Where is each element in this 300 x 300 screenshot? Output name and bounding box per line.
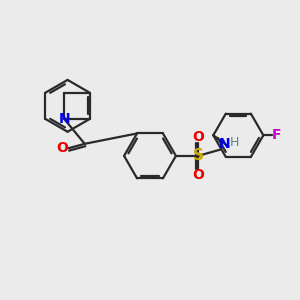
Text: O: O [57, 141, 68, 155]
Text: N: N [58, 112, 70, 126]
Text: O: O [192, 168, 204, 182]
Text: S: S [193, 148, 203, 164]
Text: F: F [272, 128, 282, 142]
Text: N: N [219, 137, 230, 151]
Text: H: H [230, 136, 239, 149]
Text: O: O [192, 130, 204, 144]
